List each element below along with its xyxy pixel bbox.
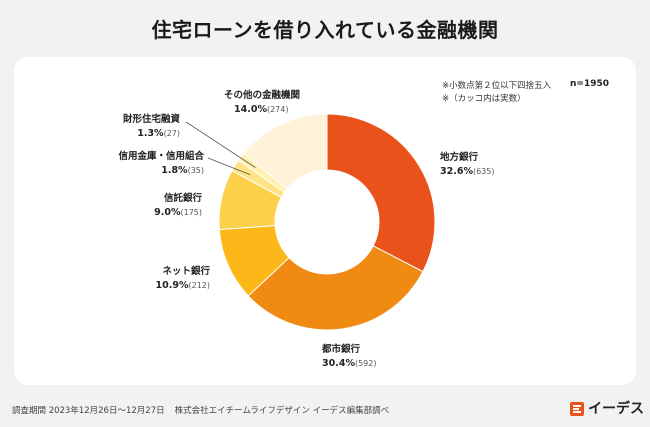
leader-line-4 bbox=[207, 157, 251, 176]
label-city-bank-pct: 30.4% bbox=[322, 358, 355, 369]
donut-slice-1 bbox=[247, 245, 424, 331]
label-zaikei: 財形住宅融資 1.3%(27) bbox=[100, 113, 180, 141]
label-city-bank: 都市銀行 30.4%(592) bbox=[322, 343, 376, 371]
label-regional-bank: 地方銀行 32.6%(635) bbox=[440, 151, 494, 179]
donut-slice-6 bbox=[243, 113, 328, 190]
survey-company: 株式会社エイチームライフデザイン イーデス編集部調べ bbox=[174, 406, 390, 416]
label-regional-bank-pct: 32.6% bbox=[440, 166, 473, 177]
label-net-bank-pct: 10.9% bbox=[155, 280, 189, 291]
note-parentheses: ※（カッコ内は実数） bbox=[442, 94, 526, 104]
label-trust-bank-name: 信託銀行 bbox=[163, 193, 202, 204]
label-other-pct: 14.0% bbox=[234, 104, 267, 115]
label-shinkin: 信用金庫・信用組合 1.8%(35) bbox=[78, 150, 204, 178]
label-city-bank-name: 都市銀行 bbox=[322, 344, 361, 355]
leader-line-5 bbox=[185, 121, 256, 168]
label-trust-bank-count: (175) bbox=[180, 208, 202, 217]
survey-period: 調査期間 2023年12月26日〜12月27日 bbox=[12, 406, 165, 416]
label-shinkin-count: (35) bbox=[187, 166, 204, 175]
label-zaikei-count: (27) bbox=[163, 129, 180, 138]
label-other: その他の金融機関 14.0%(274) bbox=[224, 89, 300, 117]
chart-title: 住宅ローンを借り入れている金融機関 bbox=[151, 18, 499, 42]
sample-size: n=1950 bbox=[570, 79, 609, 89]
label-city-bank-count: (592) bbox=[354, 359, 377, 368]
label-net-bank-count: (212) bbox=[188, 281, 210, 290]
brand-logo: イーデス bbox=[570, 398, 644, 418]
label-net-bank-name: ネット銀行 bbox=[162, 266, 210, 277]
label-zaikei-name: 財形住宅融資 bbox=[122, 114, 180, 125]
donut-slice-0 bbox=[326, 113, 436, 273]
label-zaikei-pct: 1.3% bbox=[137, 128, 164, 139]
label-other-count: (274) bbox=[266, 105, 289, 114]
footer-source: 調査期間 2023年12月26日〜12月27日 株式会社エイチームライフデザイン … bbox=[12, 404, 389, 416]
label-shinkin-pct: 1.8% bbox=[161, 165, 188, 176]
note-rounding: ※小数点第２位以下四捨五入 bbox=[442, 81, 552, 91]
label-regional-bank-count: (635) bbox=[472, 167, 495, 176]
label-other-name: その他の金融機関 bbox=[224, 90, 301, 101]
label-shinkin-name: 信用金庫・信用組合 bbox=[118, 151, 204, 162]
logo-text: イーデス bbox=[588, 401, 644, 417]
label-regional-bank-name: 地方銀行 bbox=[440, 152, 479, 163]
label-trust-bank: 信託銀行 9.0%(175) bbox=[100, 192, 202, 220]
logo-icon bbox=[570, 401, 584, 416]
label-net-bank: ネット銀行 10.9%(212) bbox=[110, 265, 210, 293]
label-trust-bank-pct: 9.0% bbox=[154, 207, 181, 218]
